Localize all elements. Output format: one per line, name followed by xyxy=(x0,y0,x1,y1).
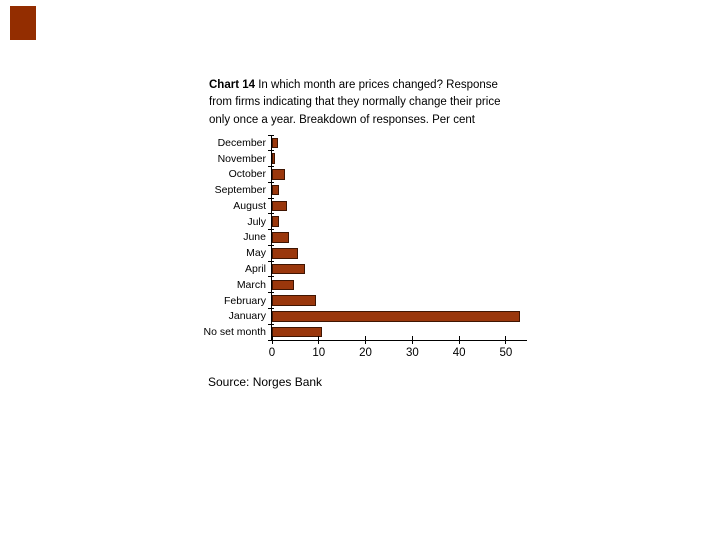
bar xyxy=(272,216,280,228)
bar-row: July xyxy=(247,214,527,230)
bar xyxy=(272,137,278,149)
category-label: February xyxy=(223,294,266,307)
bar xyxy=(272,295,317,306)
bar-row: December xyxy=(218,135,527,151)
x-axis-tick xyxy=(505,336,507,344)
y-axis-tick xyxy=(268,213,274,215)
bar-chart-plot: December November October September August Ju… xyxy=(204,134,527,359)
bar xyxy=(272,279,294,291)
category-label: October xyxy=(228,168,266,181)
bar xyxy=(272,200,288,212)
y-axis-tick xyxy=(268,166,274,168)
bar-row: November xyxy=(218,151,527,167)
y-axis-tick xyxy=(268,229,274,231)
bar-row: February xyxy=(224,293,527,309)
category-label: August xyxy=(233,199,266,212)
x-axis-tick xyxy=(411,336,413,344)
y-axis-tick xyxy=(268,307,274,309)
bar xyxy=(272,311,520,322)
bar xyxy=(272,326,323,338)
y-axis-tick xyxy=(268,150,274,152)
x-axis-tick xyxy=(318,336,320,344)
y-axis-tick xyxy=(268,181,274,183)
x-axis-tick-label: 50 xyxy=(499,347,513,359)
bar-row: No set month xyxy=(204,324,527,340)
y-axis-tick xyxy=(268,244,274,246)
bar xyxy=(272,153,275,164)
y-axis-tick xyxy=(268,323,274,325)
bar xyxy=(272,263,305,275)
x-axis-tick xyxy=(458,336,460,344)
bar xyxy=(272,232,290,243)
category-label: July xyxy=(247,215,266,228)
chart-title: Chart 14 In which month are prices chang… xyxy=(209,77,500,129)
y-axis-tick xyxy=(268,292,274,294)
bar-row: October xyxy=(229,167,527,183)
bar-row: April xyxy=(245,261,527,277)
chart-title-line1-rest: In which month are prices changed? Respo… xyxy=(255,79,498,91)
source-note: Source: Norges Bank xyxy=(208,375,323,389)
category-label: April xyxy=(244,263,266,276)
category-label: December xyxy=(217,136,266,149)
bar-row: September xyxy=(215,182,527,198)
y-axis-tick xyxy=(268,339,274,341)
bar-row: January xyxy=(229,308,527,324)
slide-accent-rect xyxy=(10,6,36,40)
category-label: November xyxy=(217,152,266,165)
y-axis-tick xyxy=(268,260,274,262)
bar xyxy=(272,247,298,259)
bar-row: June xyxy=(243,230,527,246)
bar-row: May xyxy=(246,245,527,261)
x-axis-tick-label: 30 xyxy=(405,347,419,359)
category-label: January xyxy=(228,310,266,323)
x-axis-tick xyxy=(271,336,273,344)
x-axis-tick-label: 40 xyxy=(452,347,466,359)
x-axis-tick-label: 10 xyxy=(312,347,326,359)
chart-title-line2: from firms indicating that they normally… xyxy=(209,96,501,109)
bar-row: August xyxy=(233,198,527,214)
bar-row: March xyxy=(237,277,527,293)
chart-title-line1: Chart 14 In which month are prices chang… xyxy=(209,79,498,91)
chart-title-bold: Chart 14 xyxy=(209,79,256,91)
x-axis-tick-label: 20 xyxy=(359,347,372,359)
y-axis-tick xyxy=(268,276,274,278)
category-label: March xyxy=(236,278,266,291)
y-axis-tick xyxy=(268,197,274,199)
x-axis-tick-label: 0 xyxy=(268,347,276,359)
chart-title-line3: only once a year. Breakdown of responses… xyxy=(209,113,475,126)
category-label: No set month xyxy=(203,326,266,339)
x-axis-tick xyxy=(365,336,367,344)
category-label: June xyxy=(243,231,266,244)
category-label: September xyxy=(214,184,266,197)
category-label: May xyxy=(246,247,266,260)
bar xyxy=(272,184,280,196)
y-axis-tick xyxy=(268,134,274,136)
bar xyxy=(272,169,286,180)
